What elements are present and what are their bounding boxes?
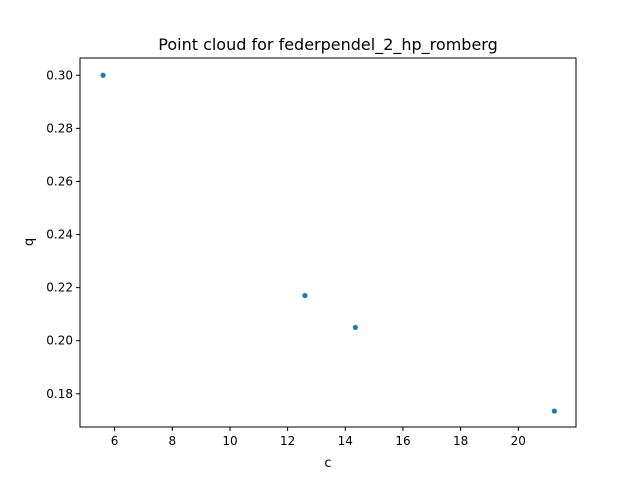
x-axis-label: c — [324, 456, 331, 471]
scatter-point — [302, 292, 308, 299]
data-points — [100, 72, 557, 414]
y-tick-label: 0.30 — [46, 68, 73, 82]
y-tick-label: 0.18 — [46, 387, 73, 401]
x-tick-label: 18 — [453, 434, 468, 448]
x-tick-label: 20 — [511, 434, 526, 448]
scatter-point — [551, 408, 557, 414]
x-tick-label: 16 — [395, 434, 410, 448]
axes-frame — [79, 57, 577, 428]
y-tick-label: 0.24 — [46, 228, 73, 242]
chart-title: Point cloud for federpendel_2_hp_romberg — [158, 35, 497, 55]
scatter-point — [100, 72, 106, 78]
y-tick-label: 0.26 — [46, 174, 73, 188]
x-tick-label: 8 — [168, 434, 176, 448]
x-tick-label: 14 — [338, 434, 353, 448]
plot-area: 6 8 10 12 14 16 18 20 0.180.200.220.240.260.280… — [46, 57, 577, 448]
scatter-point — [352, 324, 358, 331]
x-tick-label: 6 — [111, 434, 119, 448]
y-axis: 0.18 0.20 0.22 0.24 0.26 0.28 0.30 — [46, 68, 80, 401]
y-axis-label: q — [22, 238, 37, 246]
x-tick-label: 10 — [222, 434, 237, 448]
y-tick-label: 0.22 — [46, 281, 73, 295]
x-axis: 6 8 10 12 14 16 18 20 — [111, 427, 526, 448]
x-tick-label: 12 — [280, 434, 295, 448]
y-tick-label: 0.28 — [46, 121, 73, 135]
y-tick-label: 0.20 — [46, 334, 73, 348]
